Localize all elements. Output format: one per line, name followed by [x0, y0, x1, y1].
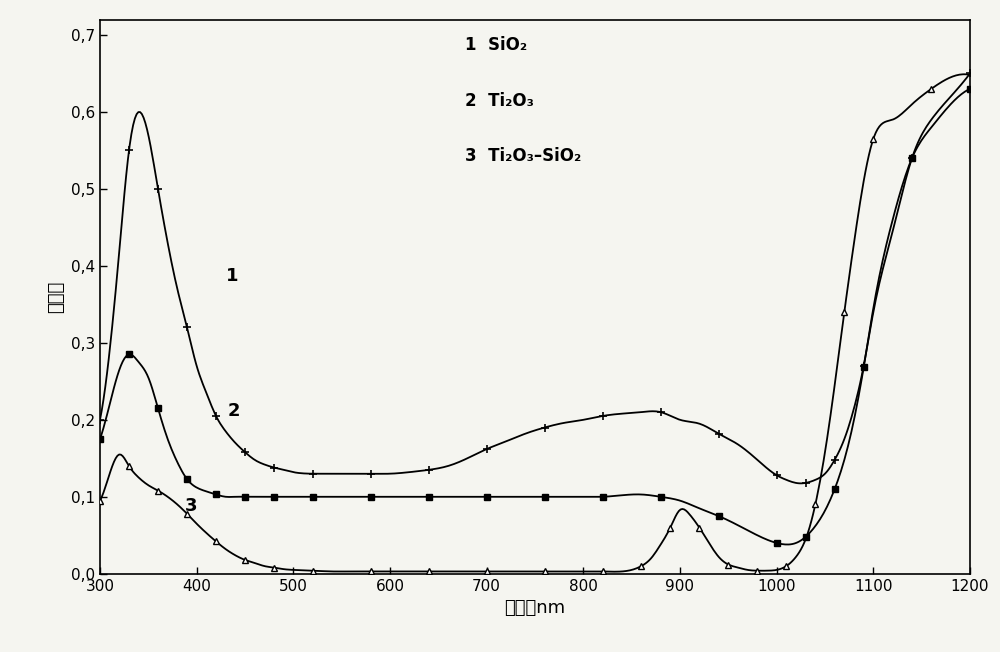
X-axis label: 波长／nm: 波长／nm [504, 599, 566, 617]
Text: 1  SiO₂: 1 SiO₂ [465, 36, 528, 54]
Text: 3  Ti₂O₃–SiO₂: 3 Ti₂O₃–SiO₂ [465, 147, 582, 165]
Text: 3: 3 [185, 497, 198, 514]
Y-axis label: 反射率: 反射率 [47, 280, 65, 313]
Text: 2: 2 [228, 402, 240, 420]
Text: 2  Ti₂O₃: 2 Ti₂O₃ [465, 92, 534, 110]
Text: 1: 1 [226, 267, 238, 286]
